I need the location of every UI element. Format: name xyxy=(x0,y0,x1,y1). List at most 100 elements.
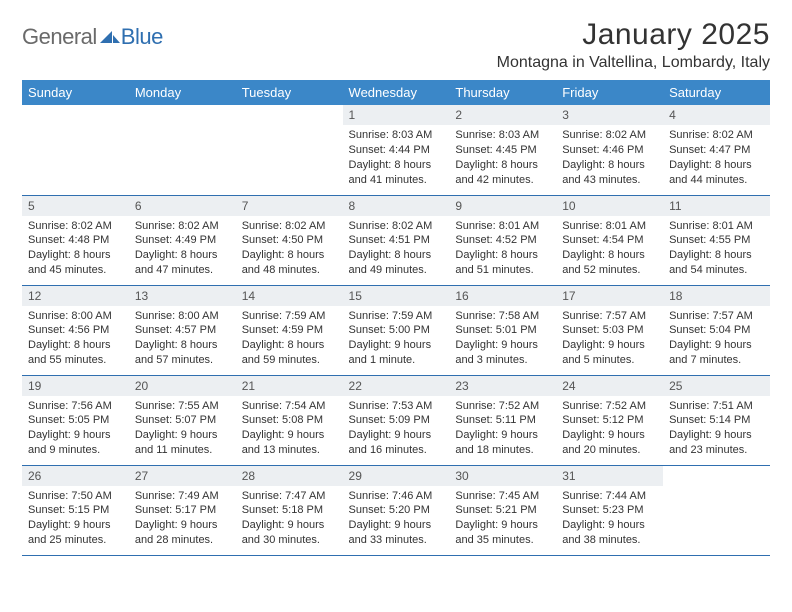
day-details: Sunrise: 7:49 AMSunset: 5:17 PMDaylight:… xyxy=(129,486,236,552)
location-subtitle: Montagna in Valtellina, Lombardy, Italy xyxy=(497,54,770,72)
daylight-line2: and 20 minutes. xyxy=(562,443,657,458)
day-number: 29 xyxy=(343,466,450,486)
sunrise-text: Sunrise: 8:02 AM xyxy=(349,219,444,234)
daylight-line2: and 28 minutes. xyxy=(135,533,230,548)
daylight-line2: and 38 minutes. xyxy=(562,533,657,548)
daylight-line1: Daylight: 8 hours xyxy=(28,338,123,353)
sunrise-text: Sunrise: 7:46 AM xyxy=(349,489,444,504)
day-number: 12 xyxy=(22,286,129,306)
calendar-week-row: 19Sunrise: 7:56 AMSunset: 5:05 PMDayligh… xyxy=(22,375,770,465)
daylight-line2: and 48 minutes. xyxy=(242,263,337,278)
day-number: 23 xyxy=(449,376,556,396)
daylight-line1: Daylight: 8 hours xyxy=(562,248,657,263)
sunset-text: Sunset: 4:51 PM xyxy=(349,233,444,248)
daylight-line1: Daylight: 9 hours xyxy=(349,518,444,533)
sunrise-text: Sunrise: 7:59 AM xyxy=(349,309,444,324)
calendar-day-cell: 18Sunrise: 7:57 AMSunset: 5:04 PMDayligh… xyxy=(663,285,770,375)
day-details: Sunrise: 7:56 AMSunset: 5:05 PMDaylight:… xyxy=(22,396,129,462)
daylight-line1: Daylight: 8 hours xyxy=(349,248,444,263)
weekday-header: Sunday xyxy=(22,80,129,105)
day-number: 13 xyxy=(129,286,236,306)
sunset-text: Sunset: 5:09 PM xyxy=(349,413,444,428)
sunrise-text: Sunrise: 8:00 AM xyxy=(135,309,230,324)
weekday-header: Thursday xyxy=(449,80,556,105)
daylight-line1: Daylight: 9 hours xyxy=(455,518,550,533)
calendar-day-cell: 17Sunrise: 7:57 AMSunset: 5:03 PMDayligh… xyxy=(556,285,663,375)
day-details: Sunrise: 7:44 AMSunset: 5:23 PMDaylight:… xyxy=(556,486,663,552)
sunrise-text: Sunrise: 7:49 AM xyxy=(135,489,230,504)
day-details: Sunrise: 8:03 AMSunset: 4:45 PMDaylight:… xyxy=(449,125,556,191)
calendar-day-cell: 27Sunrise: 7:49 AMSunset: 5:17 PMDayligh… xyxy=(129,465,236,555)
day-number: 9 xyxy=(449,196,556,216)
sunrise-text: Sunrise: 8:00 AM xyxy=(28,309,123,324)
daylight-line1: Daylight: 8 hours xyxy=(349,158,444,173)
daylight-line1: Daylight: 9 hours xyxy=(28,428,123,443)
sunset-text: Sunset: 4:47 PM xyxy=(669,143,764,158)
day-number: 31 xyxy=(556,466,663,486)
brand-text-1: General xyxy=(22,24,97,50)
day-number: 27 xyxy=(129,466,236,486)
day-number: 26 xyxy=(22,466,129,486)
weekday-header-row: Sunday Monday Tuesday Wednesday Thursday… xyxy=(22,80,770,105)
calendar-day-cell: 25Sunrise: 7:51 AMSunset: 5:14 PMDayligh… xyxy=(663,375,770,465)
day-number: 5 xyxy=(22,196,129,216)
daylight-line2: and 25 minutes. xyxy=(28,533,123,548)
daylight-line1: Daylight: 9 hours xyxy=(242,428,337,443)
daylight-line1: Daylight: 8 hours xyxy=(455,248,550,263)
day-number: 30 xyxy=(449,466,556,486)
sunset-text: Sunset: 5:07 PM xyxy=(135,413,230,428)
sunset-text: Sunset: 4:57 PM xyxy=(135,323,230,338)
sunset-text: Sunset: 4:50 PM xyxy=(242,233,337,248)
calendar-day-cell: 2Sunrise: 8:03 AMSunset: 4:45 PMDaylight… xyxy=(449,105,556,195)
weekday-header: Monday xyxy=(129,80,236,105)
calendar-day-cell xyxy=(129,105,236,195)
daylight-line1: Daylight: 8 hours xyxy=(28,248,123,263)
daylight-line1: Daylight: 9 hours xyxy=(562,338,657,353)
sunset-text: Sunset: 4:44 PM xyxy=(349,143,444,158)
day-number: 25 xyxy=(663,376,770,396)
day-number: 2 xyxy=(449,105,556,125)
calendar-day-cell: 30Sunrise: 7:45 AMSunset: 5:21 PMDayligh… xyxy=(449,465,556,555)
sunrise-text: Sunrise: 7:44 AM xyxy=(562,489,657,504)
page: General Blue January 2025 Montagna in Va… xyxy=(0,0,792,566)
daylight-line1: Daylight: 9 hours xyxy=(349,428,444,443)
daylight-line1: Daylight: 9 hours xyxy=(669,428,764,443)
sunrise-text: Sunrise: 7:55 AM xyxy=(135,399,230,414)
daylight-line2: and 7 minutes. xyxy=(669,353,764,368)
calendar-day-cell: 31Sunrise: 7:44 AMSunset: 5:23 PMDayligh… xyxy=(556,465,663,555)
daylight-line1: Daylight: 8 hours xyxy=(242,248,337,263)
sunrise-text: Sunrise: 8:02 AM xyxy=(28,219,123,234)
brand-text-2: Blue xyxy=(121,24,163,50)
day-details: Sunrise: 7:57 AMSunset: 5:03 PMDaylight:… xyxy=(556,306,663,372)
day-details: Sunrise: 7:52 AMSunset: 5:12 PMDaylight:… xyxy=(556,396,663,462)
sunrise-text: Sunrise: 7:52 AM xyxy=(455,399,550,414)
sunrise-text: Sunrise: 8:02 AM xyxy=(135,219,230,234)
day-number: 22 xyxy=(343,376,450,396)
sunset-text: Sunset: 5:03 PM xyxy=(562,323,657,338)
calendar-week-row: 26Sunrise: 7:50 AMSunset: 5:15 PMDayligh… xyxy=(22,465,770,555)
day-number: 3 xyxy=(556,105,663,125)
daylight-line2: and 54 minutes. xyxy=(669,263,764,278)
sunrise-text: Sunrise: 7:56 AM xyxy=(28,399,123,414)
sunset-text: Sunset: 4:55 PM xyxy=(669,233,764,248)
brand-sail-icon xyxy=(100,29,120,45)
day-details: Sunrise: 7:53 AMSunset: 5:09 PMDaylight:… xyxy=(343,396,450,462)
daylight-line1: Daylight: 9 hours xyxy=(242,518,337,533)
sunset-text: Sunset: 4:52 PM xyxy=(455,233,550,248)
daylight-line1: Daylight: 8 hours xyxy=(669,158,764,173)
sunrise-text: Sunrise: 8:02 AM xyxy=(242,219,337,234)
sunset-text: Sunset: 5:23 PM xyxy=(562,503,657,518)
daylight-line1: Daylight: 8 hours xyxy=(562,158,657,173)
sunset-text: Sunset: 5:04 PM xyxy=(669,323,764,338)
sunset-text: Sunset: 5:01 PM xyxy=(455,323,550,338)
calendar-table: Sunday Monday Tuesday Wednesday Thursday… xyxy=(22,80,770,556)
calendar-day-cell: 28Sunrise: 7:47 AMSunset: 5:18 PMDayligh… xyxy=(236,465,343,555)
daylight-line1: Daylight: 9 hours xyxy=(562,428,657,443)
calendar-day-cell: 26Sunrise: 7:50 AMSunset: 5:15 PMDayligh… xyxy=(22,465,129,555)
day-details: Sunrise: 8:03 AMSunset: 4:44 PMDaylight:… xyxy=(343,125,450,191)
sunrise-text: Sunrise: 7:58 AM xyxy=(455,309,550,324)
daylight-line2: and 52 minutes. xyxy=(562,263,657,278)
daylight-line1: Daylight: 9 hours xyxy=(349,338,444,353)
header: General Blue January 2025 Montagna in Va… xyxy=(22,18,770,72)
daylight-line2: and 42 minutes. xyxy=(455,173,550,188)
